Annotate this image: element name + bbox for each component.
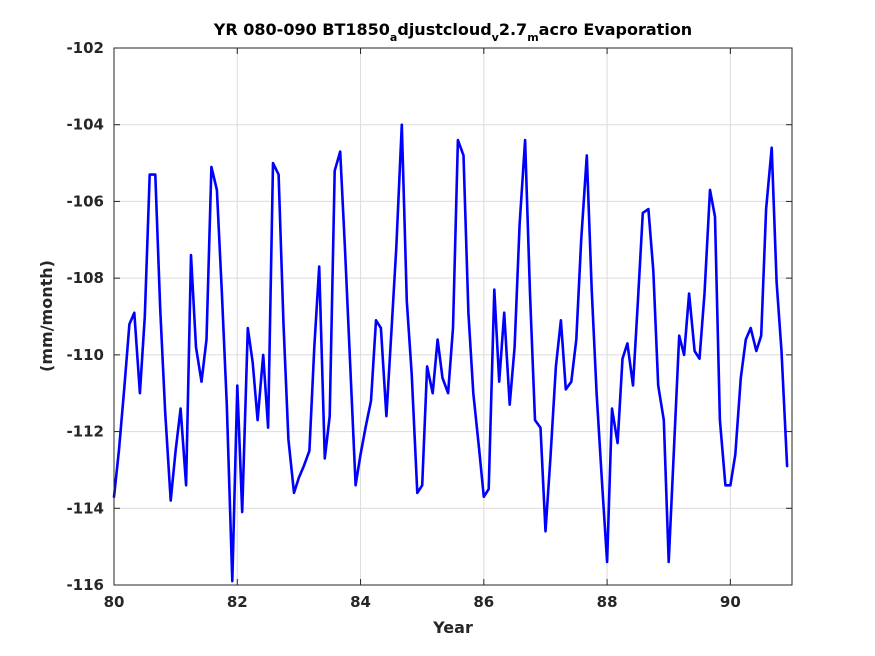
x-tick-label: 90 <box>720 593 741 611</box>
x-tick-label: 88 <box>597 593 618 611</box>
title-subscript: m <box>527 31 538 44</box>
series-line-0 <box>112 123 789 583</box>
y-tick-label: -104 <box>66 116 104 134</box>
y-tick-label: -110 <box>66 346 104 364</box>
y-tick-labels: -102 -104 -106 -108 -110 -112 -114 -116 <box>66 39 104 594</box>
x-tick-label: 80 <box>104 593 125 611</box>
y-tick-label: -108 <box>66 269 104 287</box>
title-segment: djustcloud <box>397 20 491 39</box>
title-subscript: a <box>390 31 397 44</box>
x-tick-label: 84 <box>350 593 371 611</box>
title-subscript: v <box>492 31 500 44</box>
y-tick-label: -102 <box>66 39 104 57</box>
x-tick-label: 82 <box>227 593 248 611</box>
title-segment: YR 080-090 BT1850 <box>213 20 390 39</box>
chart-title: YR 080-090 BT1850adjustcloudv2.7macro Ev… <box>213 20 692 44</box>
x-axis-label: Year <box>432 618 473 637</box>
y-tick-label: -106 <box>66 192 104 210</box>
y-tick-label: -116 <box>66 576 104 594</box>
y-axis-label: (mm/month) <box>37 260 56 372</box>
series-group <box>112 123 789 583</box>
title-segment: 2.7 <box>499 20 527 39</box>
y-tick-label: -112 <box>66 423 104 441</box>
title-segment: acro Evaporation <box>539 20 693 39</box>
x-tick-label: 86 <box>473 593 494 611</box>
x-tick-labels: 80 82 84 86 88 90 <box>104 593 741 611</box>
axes-box <box>113 47 793 586</box>
y-tick-label: -114 <box>66 499 104 517</box>
tick-marks <box>113 47 792 586</box>
